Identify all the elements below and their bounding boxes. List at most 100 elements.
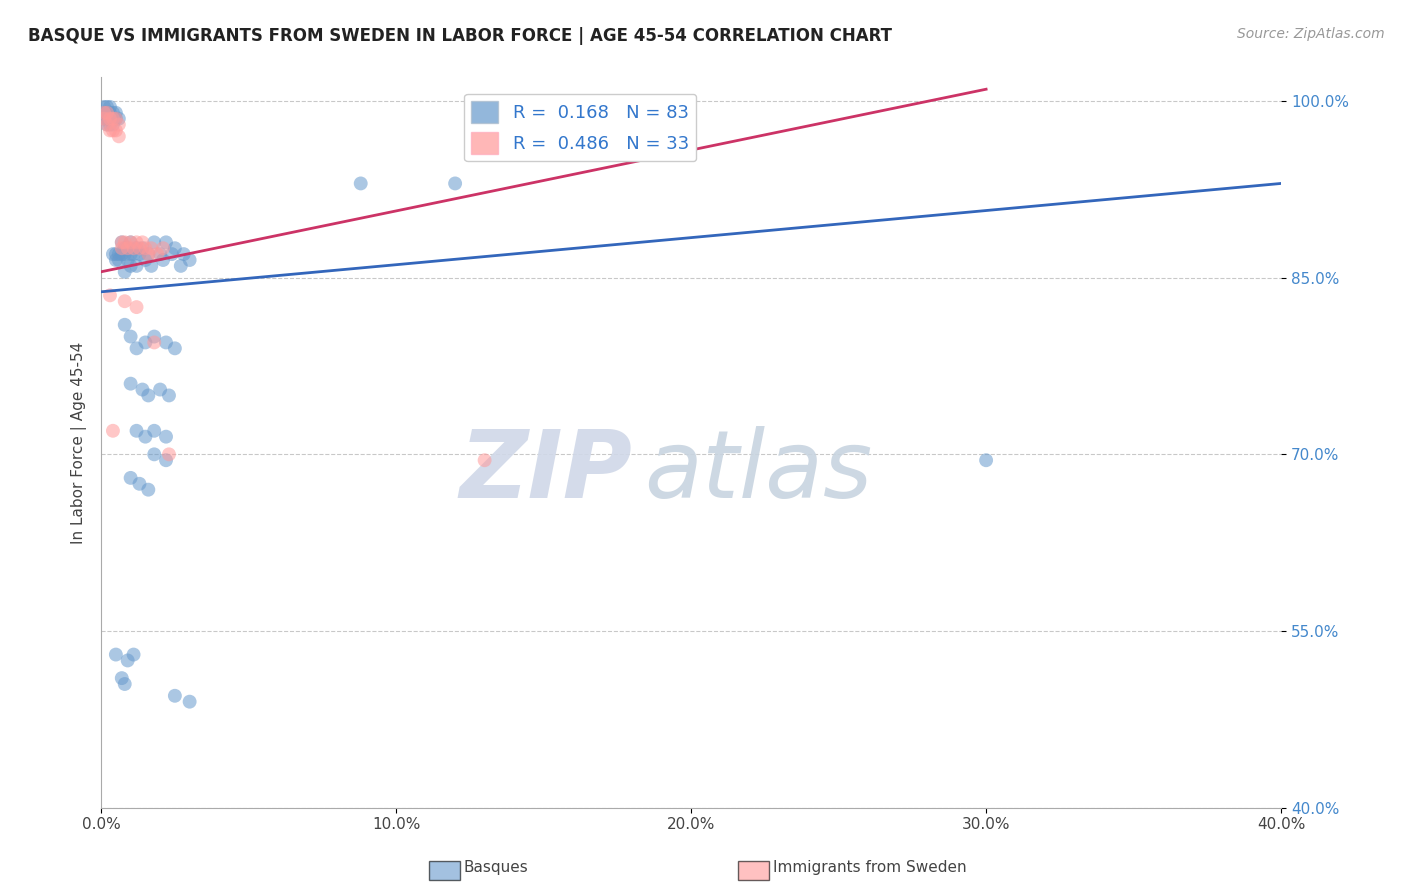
Point	[111, 235, 134, 250]
Text: BASQUE VS IMMIGRANTS FROM SWEDEN IN LABOR FORCE | AGE 45-54 CORRELATION CHART: BASQUE VS IMMIGRANTS FROM SWEDEN IN LABO…	[28, 27, 893, 45]
Text: Immigrants from Sweden: Immigrants from Sweden	[773, 861, 967, 875]
Point	[163, 342, 186, 356]
Point	[101, 123, 124, 137]
Point	[128, 476, 150, 491]
Point	[128, 241, 150, 255]
Point	[104, 252, 127, 267]
Point	[114, 265, 136, 279]
Point	[117, 653, 139, 667]
Point	[141, 259, 163, 273]
Point	[131, 241, 153, 255]
Point	[111, 241, 134, 255]
Point	[143, 424, 166, 438]
Point	[98, 118, 121, 132]
Point	[104, 247, 127, 261]
Point	[350, 177, 373, 191]
Point	[101, 118, 124, 132]
Point	[98, 288, 121, 302]
Point	[114, 241, 136, 255]
Point	[120, 235, 142, 250]
Point	[101, 112, 124, 126]
Point	[93, 112, 115, 126]
Point	[93, 105, 115, 120]
Text: ZIP: ZIP	[460, 425, 633, 517]
Point	[114, 318, 136, 332]
Point	[125, 300, 148, 314]
Point	[134, 241, 156, 255]
Y-axis label: In Labor Force | Age 45-54: In Labor Force | Age 45-54	[72, 342, 87, 544]
Point	[134, 430, 156, 444]
Text: Source: ZipAtlas.com: Source: ZipAtlas.com	[1237, 27, 1385, 41]
Point	[104, 105, 127, 120]
Point	[120, 259, 142, 273]
Point	[155, 335, 177, 350]
Point	[101, 424, 124, 438]
Point	[170, 259, 193, 273]
Point	[136, 483, 159, 497]
Point	[96, 105, 118, 120]
Point	[163, 689, 186, 703]
Point	[104, 123, 127, 137]
Point	[143, 329, 166, 343]
Point	[108, 112, 131, 126]
Point	[474, 453, 496, 467]
Point	[155, 430, 177, 444]
Point	[117, 252, 139, 267]
Point	[160, 247, 183, 261]
Point	[120, 329, 142, 343]
Legend: R =  0.168   N = 83, R =  0.486   N = 33: R = 0.168 N = 83, R = 0.486 N = 33	[464, 94, 696, 161]
Point	[157, 388, 180, 402]
Point	[122, 241, 145, 255]
Point	[125, 241, 148, 255]
Point	[101, 112, 124, 126]
Point	[146, 247, 169, 261]
Point	[108, 118, 131, 132]
Text: Basques: Basques	[464, 861, 529, 875]
Point	[96, 100, 118, 114]
Point	[111, 235, 134, 250]
Point	[136, 247, 159, 261]
Point	[114, 247, 136, 261]
Point	[125, 342, 148, 356]
Point	[108, 252, 131, 267]
Point	[131, 383, 153, 397]
Point	[136, 247, 159, 261]
Point	[120, 471, 142, 485]
Point	[143, 447, 166, 461]
Point	[108, 247, 131, 261]
Point	[149, 247, 172, 261]
Point	[128, 247, 150, 261]
Point	[120, 247, 142, 261]
Point	[111, 247, 134, 261]
Point	[143, 335, 166, 350]
Point	[155, 235, 177, 250]
Point	[122, 648, 145, 662]
Point	[974, 453, 997, 467]
Point	[141, 241, 163, 255]
Point	[108, 129, 131, 144]
Point	[98, 123, 121, 137]
Point	[179, 252, 201, 267]
Point	[98, 100, 121, 114]
Point	[163, 241, 186, 255]
Point	[98, 112, 121, 126]
Point	[143, 235, 166, 250]
Point	[157, 447, 180, 461]
Point	[104, 112, 127, 126]
Text: atlas: atlas	[644, 426, 872, 517]
Point	[131, 235, 153, 250]
Point	[179, 695, 201, 709]
Point	[101, 247, 124, 261]
Point	[98, 105, 121, 120]
Point	[125, 259, 148, 273]
Point	[173, 247, 195, 261]
Point	[134, 335, 156, 350]
Point	[96, 105, 118, 120]
Point	[96, 112, 118, 126]
Point	[125, 235, 148, 250]
Point	[152, 241, 174, 255]
Point	[104, 648, 127, 662]
Point	[155, 453, 177, 467]
Point	[149, 383, 172, 397]
Point	[136, 388, 159, 402]
